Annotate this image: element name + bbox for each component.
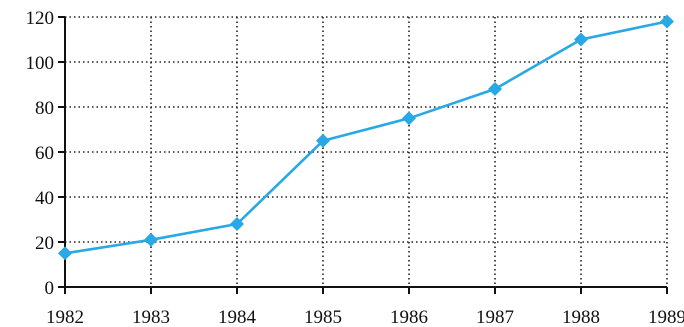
y-tick-label: 60 bbox=[35, 143, 54, 164]
x-axis-ticks: 1982 1983 1984 1985 1986 1987 1988 1989 bbox=[46, 287, 684, 327]
data-point bbox=[230, 217, 244, 231]
x-tick-label: 1982 bbox=[46, 307, 84, 327]
data-point bbox=[574, 32, 588, 47]
x-tick-label: 1989 bbox=[648, 307, 684, 327]
x-tick-label: 1983 bbox=[132, 307, 170, 327]
y-axis-ticks: 0 20 40 60 80 100 120 bbox=[26, 8, 65, 299]
y-tick-label: 80 bbox=[35, 98, 54, 119]
data-point bbox=[316, 133, 330, 148]
y-tick-label: 100 bbox=[26, 53, 55, 74]
x-tick-label: 1986 bbox=[390, 307, 428, 327]
series-line bbox=[64, 20, 668, 255]
x-tick-label: 1987 bbox=[476, 307, 514, 327]
y-tick-label: 120 bbox=[26, 8, 55, 29]
y-tick-label: 20 bbox=[35, 233, 54, 254]
grid bbox=[65, 16, 668, 287]
x-tick-label: 1984 bbox=[218, 307, 257, 327]
data-point bbox=[58, 246, 72, 261]
y-tick-label: 0 bbox=[45, 278, 55, 299]
data-point bbox=[402, 111, 416, 126]
x-tick-label: 1985 bbox=[304, 307, 342, 327]
data-point bbox=[660, 14, 674, 29]
series-group bbox=[58, 14, 674, 261]
data-point bbox=[144, 232, 158, 247]
x-tick-label: 1988 bbox=[562, 307, 600, 327]
y-tick-label: 40 bbox=[35, 188, 54, 209]
data-point bbox=[488, 82, 502, 96]
